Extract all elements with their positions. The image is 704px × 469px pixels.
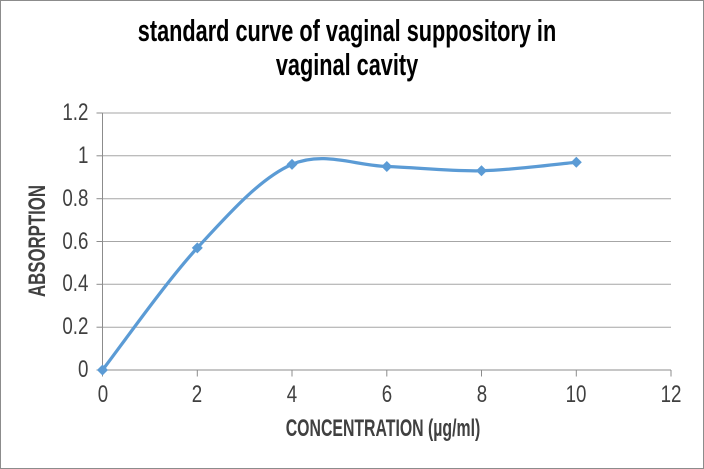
chart-title-line-2: vaginal cavity [275,47,419,82]
y-tick-label: 1.2 [61,99,88,126]
x-tick-label: 6 [381,381,393,408]
x-tick-label: 8 [476,381,487,408]
y-tick-label: 0.8 [61,184,88,212]
data-point[interactable] [381,161,393,172]
data-series-line[interactable] [100,157,578,372]
data-point[interactable] [97,364,108,376]
chart-title: standard curve of vaginal suppository in… [101,14,594,82]
y-axis-title: ABSORPTION [24,184,51,298]
x-tick-label: 0 [97,381,108,408]
y-tick-label: 0.4 [61,270,88,298]
data-point[interactable] [570,156,582,168]
y-tick-label: 0.2 [61,313,88,341]
x-tick-label: 2 [192,381,203,408]
data-point[interactable] [476,165,487,177]
x-axis-title: CONCENTRATION (µg/ml) [285,415,481,442]
x-tick-label: 12 [660,381,682,408]
y-tick-label: 1 [77,141,88,169]
data-point[interactable] [191,242,203,254]
data-point[interactable] [286,158,298,170]
chart-title-line-1: standard curve of vaginal suppository in [137,13,557,48]
x-tick-label: 10 [565,381,587,408]
y-tick-label: 0 [77,356,88,383]
y-tick-label: 0.6 [61,227,88,255]
x-tick-label: 4 [286,381,298,408]
